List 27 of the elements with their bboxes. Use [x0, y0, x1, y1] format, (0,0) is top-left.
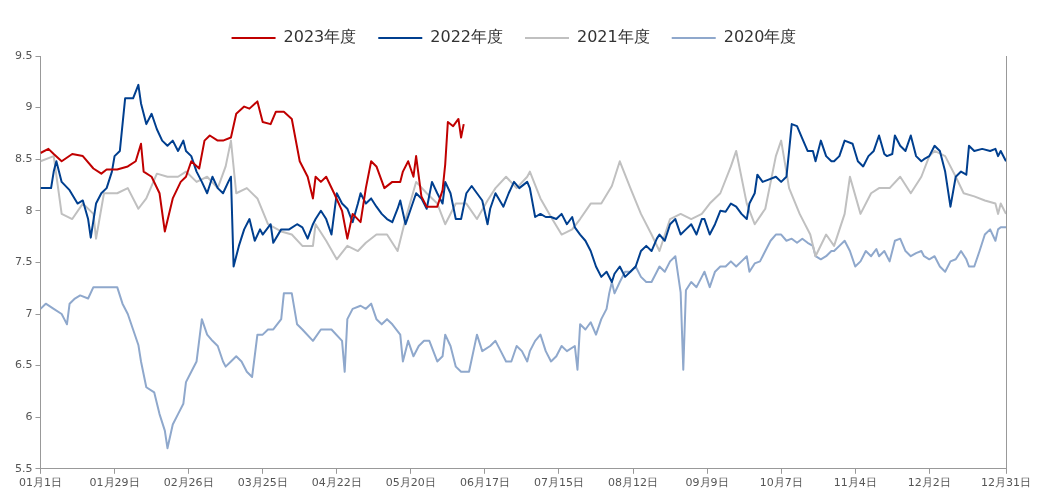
legend-label: 2021年度 — [577, 27, 650, 47]
y-tick-label: 6 — [25, 410, 33, 424]
x-tick-label: 07月15日 — [533, 476, 584, 490]
y-tick-label: 6.5 — [14, 358, 33, 372]
y-tick-label: 9.5 — [14, 48, 33, 62]
y-tick-label: 7 — [25, 306, 33, 320]
x-tick-label: 09月9日 — [685, 476, 729, 490]
legend-label: 2022年度 — [430, 27, 503, 47]
x-tick-label: 12月2日 — [907, 476, 951, 490]
y-tick-label: 5.5 — [14, 461, 33, 475]
x-tick-label: 03月25日 — [237, 476, 288, 490]
x-tick-label: 02月26日 — [163, 476, 214, 490]
x-tick-label: 01月29日 — [89, 476, 140, 490]
x-tick-label: 11月4日 — [833, 476, 877, 490]
x-tick-label: 04月22日 — [311, 476, 362, 490]
x-tick-label: 05月20日 — [385, 476, 436, 490]
x-tick-label: 10月7日 — [759, 476, 803, 490]
x-tick-label: 08月12日 — [608, 476, 659, 490]
x-tick-label: 01月1日 — [18, 476, 62, 490]
y-tick-label: 8 — [25, 203, 33, 217]
legend-label: 2020年度 — [723, 27, 797, 47]
y-tick-label: 8.5 — [14, 152, 33, 166]
y-tick-label: 9 — [25, 100, 33, 114]
x-tick-label: 06月17日 — [459, 476, 510, 490]
legend-label: 2023年度 — [283, 27, 357, 47]
y-tick-label: 7.5 — [14, 255, 33, 269]
x-tick-label: 12月31日 — [981, 476, 1031, 490]
